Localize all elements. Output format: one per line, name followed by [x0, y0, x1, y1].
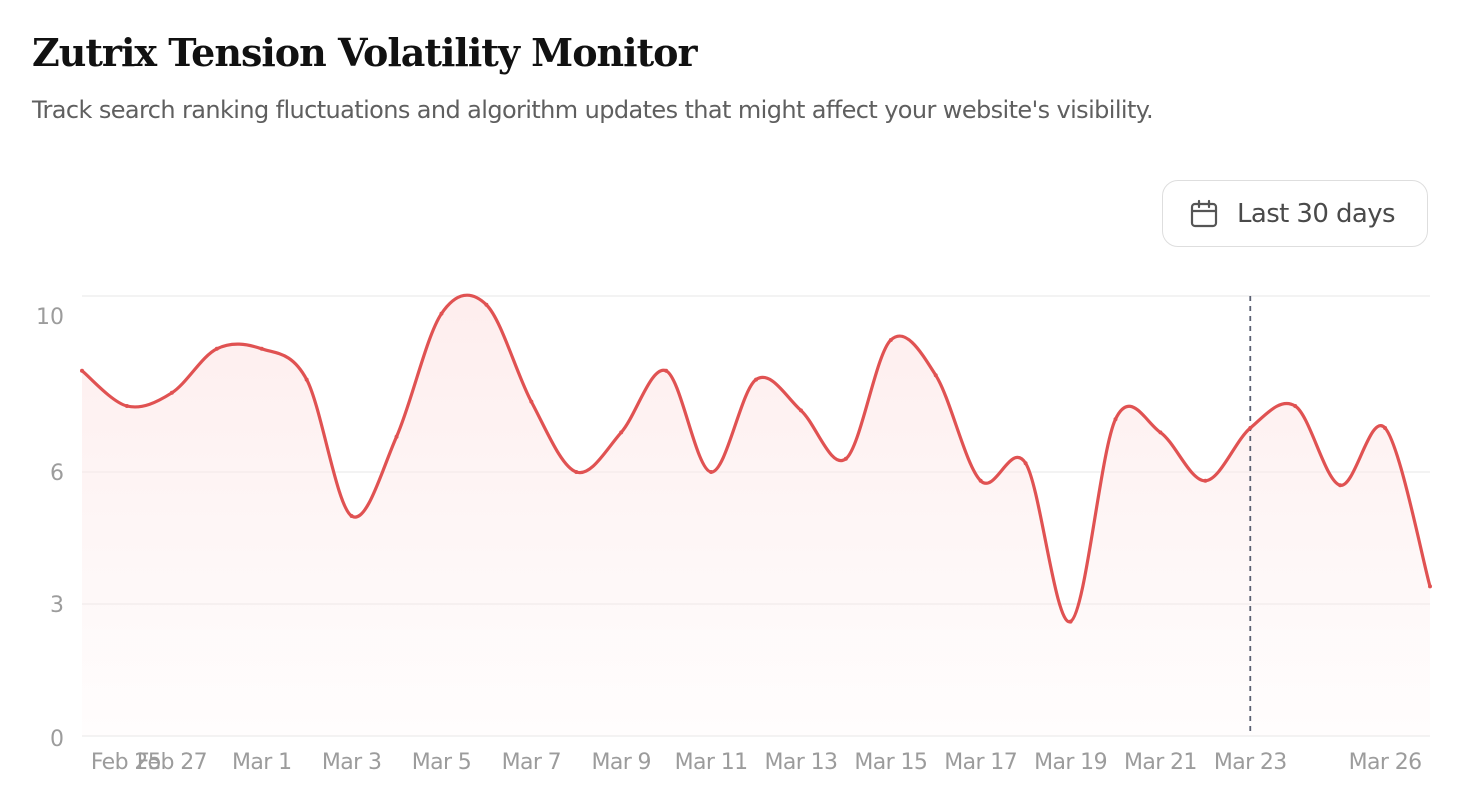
x-tick-label: Mar 26 [1349, 750, 1422, 775]
x-tick-label: Mar 17 [944, 750, 1017, 775]
data-point-mar-18 [1023, 461, 1028, 466]
calendar-icon [1189, 199, 1219, 229]
data-point-mar-4 [394, 434, 399, 439]
x-tick-label: Mar 1 [232, 750, 292, 775]
x-tick-label: Mar 13 [764, 750, 837, 775]
data-point-mar-27 [1428, 584, 1432, 589]
data-point-mar-6 [484, 302, 489, 307]
x-tick-label: Mar 7 [502, 750, 562, 775]
y-tick-label: 10 [36, 305, 64, 330]
data-point-mar-3 [349, 514, 354, 518]
data-point-mar-17 [978, 478, 983, 483]
x-tick-label: Mar 9 [591, 750, 651, 775]
data-point-mar-23 [1248, 426, 1253, 430]
data-point-mar-7 [529, 399, 534, 404]
y-tick-label: 3 [50, 593, 64, 618]
x-tick-label: Mar 11 [675, 750, 748, 775]
x-tick-label: Feb 27 [137, 750, 207, 775]
data-point-mar-11 [709, 470, 714, 474]
x-tick-label: Mar 21 [1124, 750, 1197, 775]
y-tick-label: 0 [50, 727, 64, 752]
series-area [82, 295, 1430, 736]
data-point-feb-25 [80, 368, 84, 373]
x-tick-label: Mar 23 [1214, 750, 1287, 775]
data-points [80, 302, 1432, 624]
date-range-label: Last 30 days [1237, 198, 1396, 229]
data-point-feb-28 [214, 346, 219, 351]
data-point-mar-10 [664, 368, 669, 373]
x-tick-label: Mar 19 [1034, 750, 1107, 775]
data-point-mar-22 [1203, 478, 1208, 483]
x-tick-label: Feb 25 [91, 750, 161, 775]
data-point-mar-25 [1338, 483, 1343, 488]
data-point-mar-20 [1113, 417, 1118, 422]
data-point-mar-16 [933, 373, 938, 378]
data-point-mar-2 [304, 377, 309, 382]
data-point-mar-19 [1068, 619, 1073, 624]
data-point-mar-14 [843, 456, 848, 461]
data-point-mar-8 [574, 470, 579, 474]
y-axis: 0 3 6 10 [36, 305, 64, 752]
x-tick-label: Mar 15 [854, 750, 927, 775]
data-point-mar-9 [619, 430, 624, 435]
data-point-mar-1 [259, 346, 264, 351]
y-tick-label: 6 [50, 461, 64, 486]
data-point-mar-12 [754, 377, 758, 382]
data-point-mar-5 [439, 311, 444, 316]
date-range-button[interactable]: Last 30 days [1162, 180, 1428, 247]
data-point-feb-26 [124, 404, 129, 408]
page-subtitle: Track search ranking fluctuations and al… [32, 96, 1154, 124]
data-point-mar-26 [1383, 426, 1388, 430]
x-tick-label: Mar 3 [322, 750, 382, 775]
data-point-mar-15 [888, 338, 893, 342]
data-point-feb-27 [169, 390, 174, 395]
data-point-mar-24 [1293, 404, 1298, 408]
data-point-mar-13 [798, 408, 803, 413]
data-point-mar-21 [1158, 430, 1163, 435]
page-title: Zutrix Tension Volatility Monitor [32, 30, 698, 75]
x-tick-label: Mar 5 [412, 750, 472, 775]
